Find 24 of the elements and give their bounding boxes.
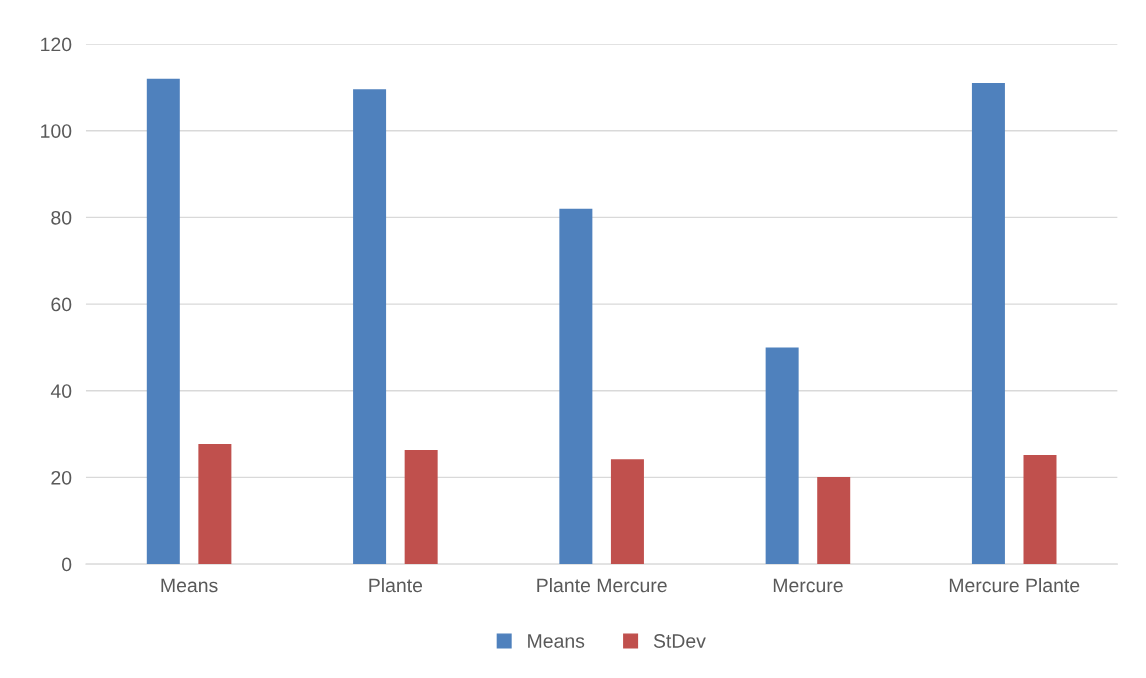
y-tick-label: 20 [51, 470, 72, 485]
y-tick-label: 80 [51, 210, 72, 225]
bar [765, 347, 799, 565]
x-tick-label: Plante [369, 577, 423, 593]
bar [610, 459, 644, 565]
bar [198, 444, 232, 565]
bar [971, 83, 1005, 565]
y-tick-label: 40 [50, 384, 72, 398]
legend-label: Means [528, 634, 585, 648]
y-tick-label: 120 [41, 37, 72, 52]
x-tick-label: Mercure [773, 578, 843, 593]
bar [559, 208, 593, 565]
y-tick-label: 0 [62, 557, 72, 572]
bar [817, 476, 851, 565]
bar [1023, 454, 1057, 565]
bar [404, 450, 438, 565]
x-tick-label: Mercure Plante [949, 577, 1080, 593]
y-tick-label: 100 [41, 124, 72, 138]
bar [146, 78, 180, 565]
y-tick-label: 60 [51, 297, 72, 312]
x-tick-label: Means [161, 578, 218, 593]
x-tick-label: Plante Mercure [537, 577, 667, 593]
bar [353, 89, 387, 565]
legend-label: StDev [653, 634, 706, 648]
